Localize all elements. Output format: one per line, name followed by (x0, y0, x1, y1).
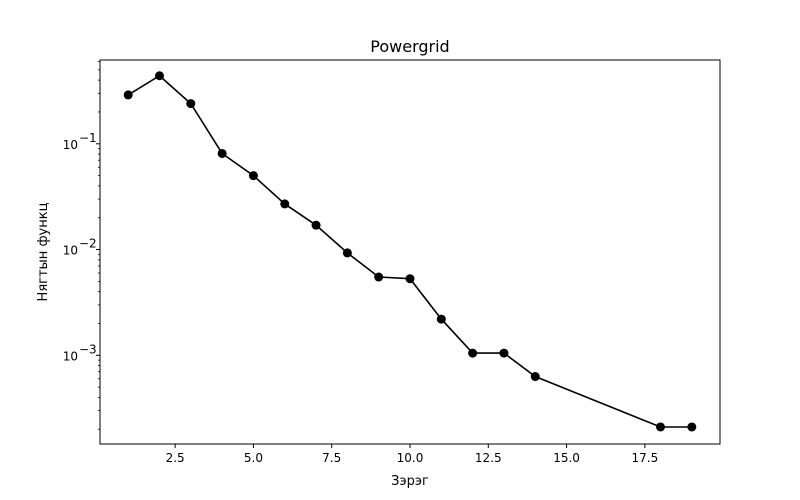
x-tick-label: 17.5 (631, 451, 658, 465)
y-tick-exponent: −2 (79, 237, 97, 251)
plot-frame (99, 59, 721, 445)
data-point (311, 220, 321, 230)
data-point (687, 422, 697, 432)
y-tick-exponent: −1 (79, 131, 97, 145)
data-point (530, 372, 540, 382)
y-tick-label: 10 (63, 349, 78, 363)
data-point (656, 422, 666, 432)
y-tick-exponent: −3 (79, 342, 97, 356)
y-tick-label: 10 (63, 244, 78, 258)
data-point (186, 99, 196, 109)
data-point (468, 348, 478, 358)
x-tick-label: 15.0 (553, 451, 580, 465)
data-point (436, 314, 446, 324)
x-axis-ticks: 2.5 5.0 7.5 10.0 12.5 15.0 17.5 (166, 444, 658, 465)
x-axis-label: Зэрэг (391, 474, 429, 489)
x-tick-label: 7.5 (322, 451, 341, 465)
data-point (248, 171, 258, 181)
series-line (127, 74, 692, 428)
data-point (217, 148, 227, 158)
data-point (405, 274, 415, 284)
x-tick-label: 5.0 (244, 451, 263, 465)
data-point (342, 248, 352, 258)
data-point (154, 71, 164, 81)
series-layer (123, 71, 697, 432)
chart-title: Powergrid (370, 37, 449, 56)
y-axis-ticks: 10−110−210−3 (63, 61, 100, 430)
x-tick-label: 10.0 (397, 451, 424, 465)
y-tick-label: 10 (63, 138, 78, 152)
y-axis-label: Нягтын функц (36, 202, 51, 301)
data-point (499, 348, 509, 358)
x-tick-label: 12.5 (475, 451, 502, 465)
plot-area (100, 60, 720, 444)
data-point (374, 272, 384, 282)
data-point (280, 199, 290, 209)
data-point (123, 90, 133, 100)
x-tick-label: 2.5 (166, 451, 185, 465)
